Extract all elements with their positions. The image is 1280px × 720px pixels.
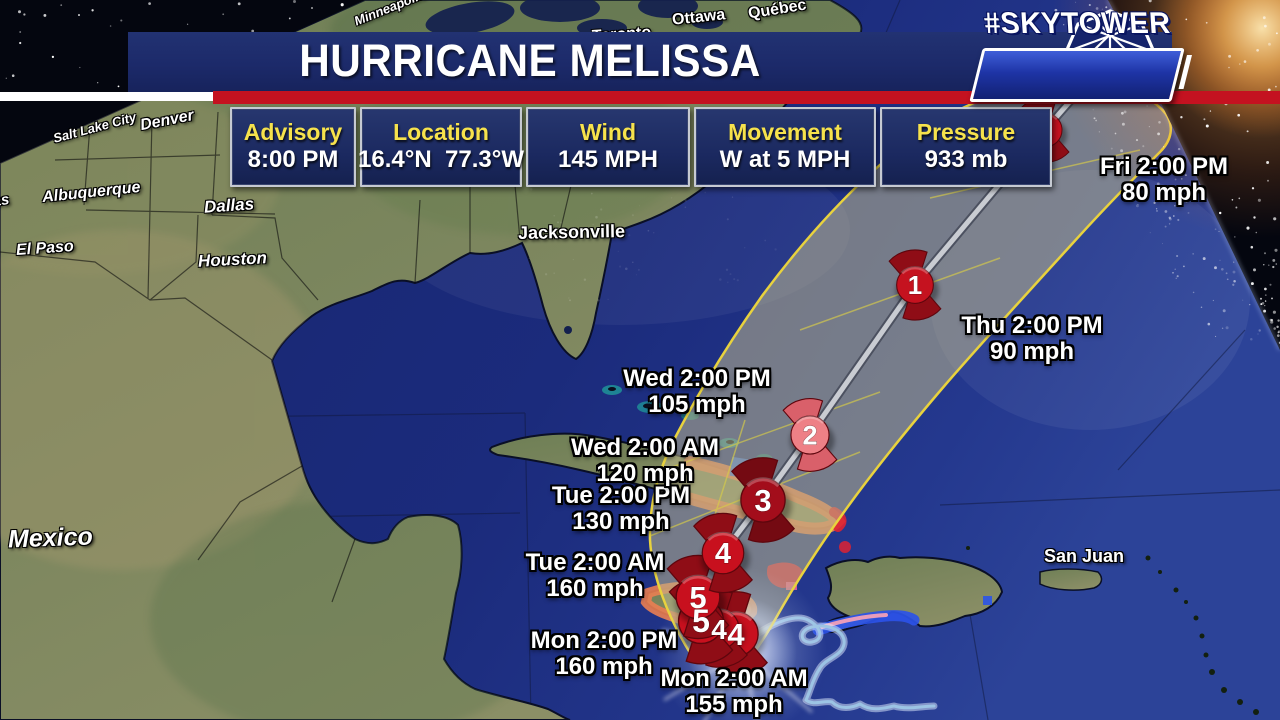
svg-text:4: 4 [711, 614, 727, 645]
logo-plate [969, 48, 1185, 102]
political-borders [0, 111, 587, 603]
page-title: HURRICANE MELISSA [299, 35, 761, 86]
stat-label: Movement [728, 119, 842, 145]
stat-value: 8:00 PM [247, 146, 339, 173]
svg-text:1: 1 [908, 270, 922, 300]
stat-value: 16.4°N 77.3°W [358, 146, 524, 173]
great-lakes [425, 0, 723, 37]
hispaniola [816, 555, 1004, 634]
stat-cell-movement: Movement W at 5 MPH [694, 107, 876, 187]
svg-text:5: 5 [689, 580, 706, 615]
stat-cell-wind: Wind 145 MPH [526, 107, 690, 187]
svg-text:4: 4 [727, 617, 745, 652]
svg-text:2: 2 [802, 420, 817, 450]
stat-cell-pressure: Pressure 933 mb [880, 107, 1052, 187]
advisory-stat-table: Advisory 8:00 PM Location 16.4°N 77.3°W Wind… [230, 107, 1052, 187]
stat-label: Location [393, 119, 489, 145]
puerto-rico [1039, 568, 1103, 591]
stat-cell-location: Location 16.4°N 77.3°W [358, 107, 524, 187]
white-stripe [0, 92, 213, 101]
svg-text:5: 5 [692, 603, 710, 639]
svg-text:3: 3 [754, 483, 771, 518]
stat-cell-advisory: Advisory 8:00 PM [230, 107, 356, 187]
stat-value: 933 mb [924, 146, 1008, 173]
logo-text: #SkyTower [979, 7, 1175, 40]
stat-value: W at 5 MPH [719, 146, 851, 173]
lesser-antilles [966, 546, 1259, 715]
skytower-logo: #SkyTower [969, 4, 1185, 102]
lake-okeechobee [564, 326, 572, 334]
stat-label: Pressure [916, 119, 1016, 145]
svg-text:4: 4 [715, 538, 731, 570]
stat-label: Wind [580, 119, 636, 145]
stat-label: Advisory [243, 119, 343, 145]
stat-value: 145 MPH [557, 146, 659, 173]
